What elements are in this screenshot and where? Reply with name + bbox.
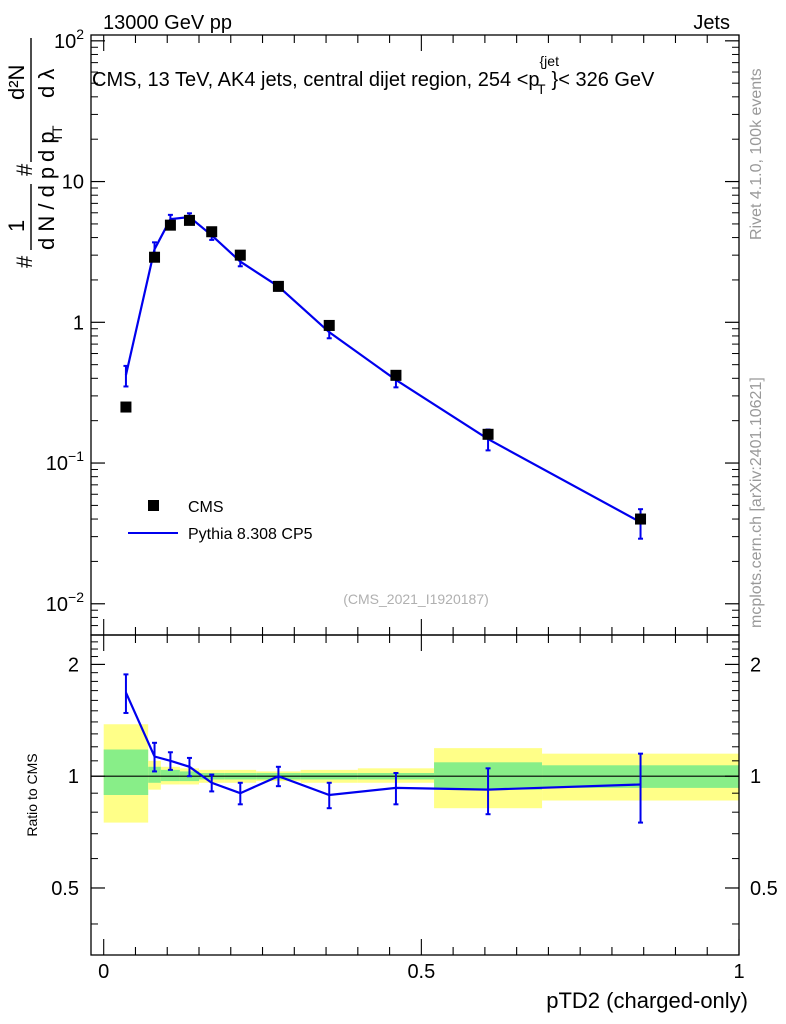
- x-tick-label: 0.5: [407, 961, 435, 983]
- main-y-tick-label: 10−1: [46, 448, 84, 475]
- main-plot-frame: [90, 34, 740, 636]
- rivet-version-label: Rivet 4.1.0, 100k events: [748, 68, 765, 240]
- legend-cms-marker: [148, 500, 159, 511]
- cms-data-point: [183, 214, 195, 226]
- ratio-y-tick-label-right: 2: [750, 654, 761, 676]
- svg-text:d λ: d λ: [34, 69, 59, 98]
- main-y-tick-label: 10−2: [46, 589, 84, 616]
- cms-data-point: [120, 401, 132, 413]
- header-left: 13000 GeV pp: [103, 12, 232, 34]
- ratio-y-tick-label-left: 2: [68, 654, 79, 676]
- main-y-axis-label: # 1 d N / d p T # d²N d p T d λ: [4, 38, 65, 268]
- ratio-plot-frame: [90, 634, 740, 956]
- svg-text:d²N: d²N: [4, 65, 29, 100]
- pythia-curve: [124, 215, 642, 524]
- svg-text:1: 1: [4, 220, 29, 232]
- ratio-y-tick-label-left: 0.5: [51, 878, 79, 900]
- main-y-tick-label: 1: [73, 312, 84, 334]
- svg-text:d p: d p: [34, 131, 59, 162]
- svg-text:#: #: [12, 255, 37, 268]
- main-plot-panel: 102 10 1 10−1 10−2 (CMS_2021_I1920187) CMS, …: [4, 26, 740, 636]
- cms-data-point: [234, 249, 246, 261]
- x-tick-label: 1: [733, 961, 744, 983]
- svg-text:T: T: [49, 125, 65, 134]
- ratio-y-tick-label-right: 0.5: [750, 878, 778, 900]
- svg-text:T: T: [49, 133, 65, 142]
- ratio-y-tick-label-right: 1: [750, 766, 761, 788]
- header-right: Jets: [693, 12, 730, 34]
- legend-pythia-label: Pythia 8.308 CP5: [188, 526, 313, 543]
- ratio-stat-uncertainty-band: [103, 749, 149, 795]
- main-plot-title: CMS, 13 TeV, AK4 jets, central dijet reg…: [92, 53, 655, 97]
- x-tick-label: 0: [98, 961, 109, 983]
- cms-data-point: [272, 280, 284, 292]
- cms-data-point: [164, 219, 176, 231]
- cms-data-point: [635, 513, 647, 525]
- analysis-watermark: (CMS_2021_I1920187): [343, 591, 489, 607]
- main-y-tick-label: 10: [62, 172, 84, 194]
- ratio-stat-uncertainty-band: [148, 766, 161, 783]
- main-y-tick-label: 102: [54, 26, 84, 53]
- legend: CMS Pythia 8.308 CP5: [128, 499, 313, 543]
- cms-data-point: [390, 369, 402, 381]
- ratio-stat-uncertainty-band: [160, 769, 180, 782]
- ratio-y-axis-label: Ratio to CMS: [24, 753, 40, 836]
- legend-cms-label: CMS: [188, 499, 224, 516]
- cms-data-point: [482, 428, 494, 440]
- mcplots-reference-label: mcplots.cern.ch [arXiv:2401.10621]: [748, 377, 765, 628]
- x-axis-label: pTD2 (charged-only): [546, 988, 748, 1013]
- cms-data-point: [149, 251, 161, 263]
- cms-data-point: [323, 319, 335, 331]
- ratio-plot-panel: 0.5 0.5 1 1 2 2 0 0.5 1 Ratio to CMS pTD2 (charg…: [24, 634, 778, 1013]
- ratio-y-tick-label-left: 1: [68, 766, 79, 788]
- cms-data-point: [206, 226, 218, 238]
- svg-text:#: #: [12, 163, 37, 176]
- svg-text:d N / d p: d N / d p: [34, 167, 59, 250]
